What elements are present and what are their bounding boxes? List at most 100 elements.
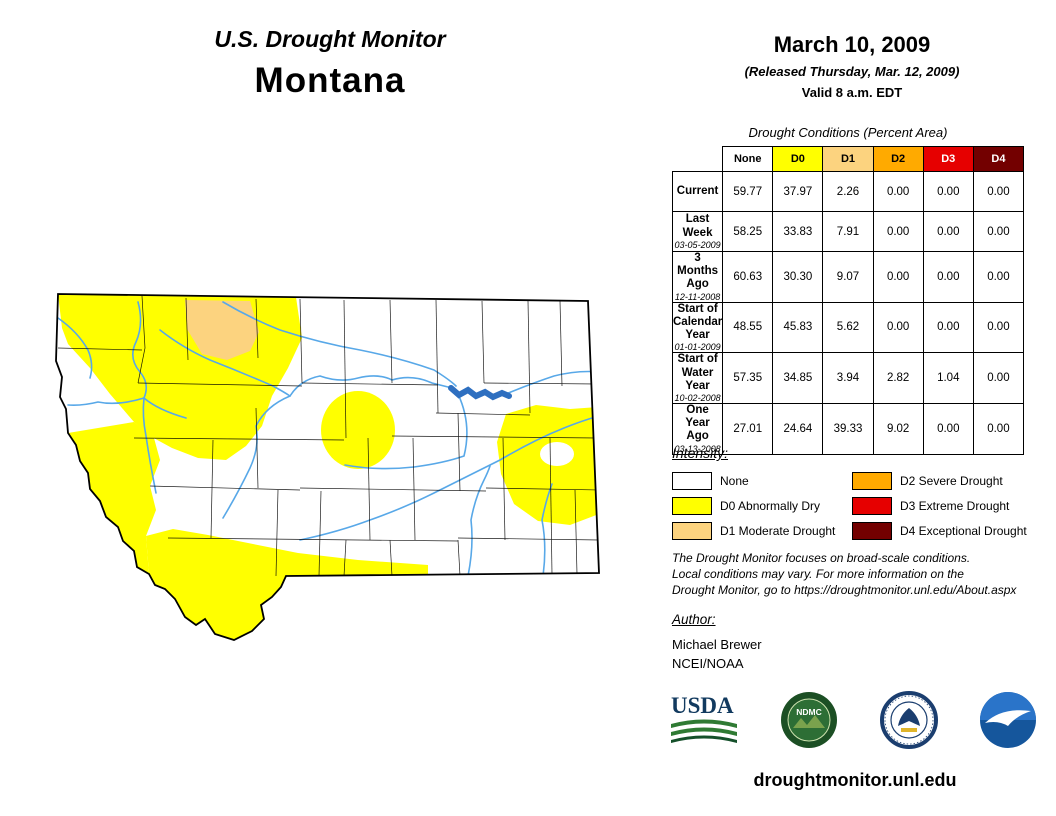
cell-value: 24.64: [772, 402, 824, 455]
d1-area: [185, 300, 259, 360]
fort-peck-lake: [448, 385, 512, 401]
row-label: Last Week 03-05-2009: [671, 211, 724, 252]
cell-value: 2.82: [872, 352, 924, 404]
table-row: Current 59.77 37.97 2.26 0.00 0.00 0.00: [671, 171, 1025, 212]
cell-value: 48.55: [722, 301, 774, 354]
legend-title: Intensity:: [672, 445, 729, 461]
row-label: 3 Months Ago 12-11-2008: [671, 251, 724, 303]
table-row: 3 Months Ago 12-11-2008 60.63 30.30 9.07…: [671, 251, 1025, 303]
column-header-d3: D3: [922, 146, 974, 172]
legend-item-d3: D3 Extreme Drought: [852, 493, 1042, 518]
row-label: Start of Calendar Year 01-01-2009: [671, 301, 724, 354]
column-header-d0: D0: [772, 146, 824, 172]
legend-label: D0 Abnormally Dry: [720, 498, 821, 513]
column-header-d4: D4: [972, 146, 1025, 172]
table-row: Last Week 03-05-2009 58.25 33.83 7.91 0.…: [671, 211, 1025, 252]
cell-value: 0.00: [972, 251, 1025, 303]
cell-value: 7.91: [822, 211, 874, 252]
cell-value: 0.00: [872, 171, 924, 212]
cell-value: 9.07: [822, 251, 874, 303]
drought-conditions-table: None D0 D1 D2 D3 D4 Current 59.77 37.97 …: [671, 146, 1025, 455]
legend-swatch-d4: [852, 521, 892, 540]
cell-value: 9.02: [872, 402, 924, 455]
rivers: [57, 301, 599, 577]
legend-swatch-d1: [672, 521, 712, 540]
montana-drought-map: [55, 293, 600, 641]
legend-label: D3 Extreme Drought: [900, 498, 1010, 513]
cell-value: 0.00: [922, 171, 974, 212]
date-block: March 10, 2009 (Released Thursday, Mar. …: [660, 32, 1044, 100]
logo-row: USDA NDMC: [668, 690, 1038, 750]
legend-item-d2: D2 Severe Drought: [852, 468, 1042, 493]
released-date: (Released Thursday, Mar. 12, 2009): [744, 64, 960, 79]
cell-value: 0.00: [922, 402, 974, 455]
column-header-d2: D2: [872, 146, 924, 172]
cell-value: 0.00: [922, 301, 974, 354]
legend-item-d1: D1 Moderate Drought: [672, 518, 852, 543]
disclaimer-line: Local conditions may vary. For more info…: [672, 567, 964, 582]
column-header-none: None: [722, 146, 774, 172]
row-label: One Year Ago 03-13-2008: [671, 402, 724, 455]
footer-url: droughtmonitor.unl.edu: [753, 770, 957, 790]
usda-logo-icon: USDA: [671, 693, 737, 743]
cell-value: 0.00: [972, 171, 1025, 212]
table-header-row: None D0 D1 D2 D3 D4: [672, 146, 1025, 172]
author-org: NCEI/NOAA: [672, 656, 744, 671]
cell-value: 1.04: [922, 352, 974, 404]
doc-seal-icon: [879, 691, 938, 749]
state-outline: [55, 293, 600, 641]
cell-value: 58.25: [722, 211, 774, 252]
intensity-legend: None D0 Abnormally Dry D1 Moderate Droug…: [672, 468, 1042, 543]
cell-value: 0.00: [972, 352, 1025, 404]
report-date: March 10, 2009: [773, 32, 931, 57]
report-title: U.S. Drought Monitor: [214, 26, 446, 52]
cell-value: 59.77: [722, 171, 774, 212]
legend-label: None: [720, 473, 749, 488]
cell-value: 5.62: [822, 301, 874, 354]
column-header-d1: D1: [822, 146, 874, 172]
cell-value: 0.00: [922, 251, 974, 303]
usda-logo-text: USDA: [671, 693, 734, 718]
cell-value: 3.94: [822, 352, 874, 404]
author-name: Michael Brewer: [672, 637, 762, 652]
cell-value: 34.85: [772, 352, 824, 404]
table-row: Start of Calendar Year 01-01-2009 48.55 …: [671, 301, 1025, 354]
legend-label: D4 Exceptional Drought: [900, 523, 1027, 538]
legend-swatch-none: [672, 471, 712, 490]
author-heading: Author:: [672, 612, 716, 627]
legend-swatch-d0: [672, 496, 712, 515]
cell-value: 0.00: [922, 211, 974, 252]
row-label: Current: [671, 171, 724, 212]
legend-item-d0: D0 Abnormally Dry: [672, 493, 852, 518]
cell-value: 30.30: [772, 251, 824, 303]
cell-value: 0.00: [872, 251, 924, 303]
cell-value: 27.01: [722, 402, 774, 455]
disclaimer: The Drought Monitor focuses on broad-sca…: [672, 550, 1016, 599]
legend-label: D1 Moderate Drought: [720, 523, 836, 538]
table-row: One Year Ago 03-13-2008 27.01 24.64 39.3…: [671, 402, 1025, 455]
cell-value: 0.00: [972, 211, 1025, 252]
cell-value: 2.26: [822, 171, 874, 212]
legend-swatch-d2: [852, 471, 892, 490]
table-title: Drought Conditions (Percent Area): [748, 125, 948, 140]
cell-value: 39.33: [822, 402, 874, 455]
legend-label: D2 Severe Drought: [900, 473, 1003, 488]
noaa-logo-icon: [979, 692, 1036, 748]
valid-time: Valid 8 a.m. EDT: [801, 85, 903, 100]
legend-item-d4: D4 Exceptional Drought: [852, 518, 1042, 543]
cell-value: 37.97: [772, 171, 824, 212]
disclaimer-line: The Drought Monitor focuses on broad-sca…: [672, 551, 971, 565]
cell-value: 0.00: [972, 402, 1025, 455]
table-row: Start of Water Year 10-02-2008 57.35 34.…: [671, 352, 1025, 404]
cell-value: 57.35: [722, 352, 774, 404]
title-block: U.S. Drought Monitor Montana: [130, 26, 530, 101]
cell-value: 33.83: [772, 211, 824, 252]
ndmc-logo-text: NDMC: [797, 707, 823, 717]
county-borders: [57, 295, 599, 577]
cell-value: 0.00: [972, 301, 1025, 354]
row-label: Start of Water Year 10-02-2008: [671, 352, 724, 404]
state-name: Montana: [254, 61, 406, 100]
legend-swatch-d3: [852, 496, 892, 515]
legend-item-none: None: [672, 468, 852, 493]
